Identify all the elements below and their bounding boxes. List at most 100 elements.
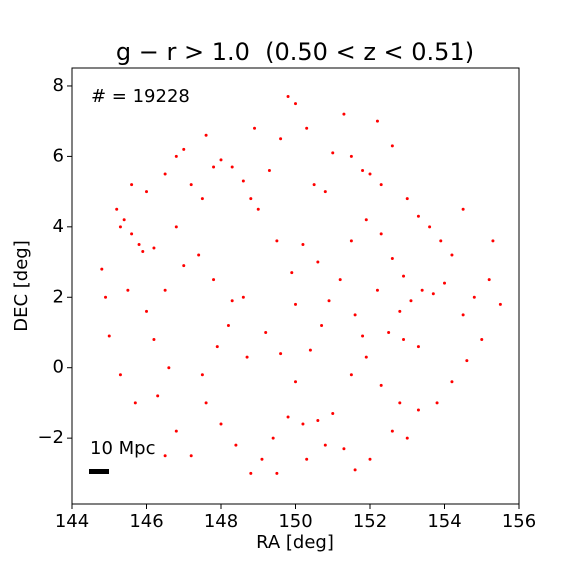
point: [353, 468, 357, 472]
point: [141, 249, 145, 253]
point: [387, 330, 391, 334]
x-tick-label: 148: [204, 511, 238, 532]
y-tick-label: 6: [53, 145, 64, 166]
point: [174, 429, 178, 433]
point: [390, 144, 394, 148]
point: [342, 112, 346, 116]
point: [368, 172, 372, 176]
point: [461, 313, 465, 317]
point: [118, 373, 122, 377]
point: [212, 278, 216, 282]
y-tick-label: 4: [53, 216, 64, 237]
point: [145, 309, 148, 313]
point: [182, 147, 186, 151]
point: [316, 260, 320, 264]
point: [152, 246, 156, 250]
point: [241, 295, 245, 299]
point: [100, 267, 104, 271]
point: [327, 299, 331, 303]
point: [379, 383, 383, 387]
point: [174, 154, 178, 158]
point: [152, 338, 156, 342]
point: [249, 197, 253, 201]
point: [349, 239, 353, 243]
point: [126, 288, 130, 292]
point: [163, 172, 167, 176]
point: [197, 253, 201, 257]
point: [305, 457, 309, 461]
point: [107, 334, 111, 338]
x-tick-label: 144: [55, 511, 89, 532]
point: [241, 179, 245, 183]
point: [286, 95, 290, 99]
point: [353, 313, 357, 317]
x-tick-label: 156: [502, 511, 536, 532]
point: [219, 422, 223, 426]
point: [435, 401, 439, 405]
point: [364, 218, 368, 222]
point: [174, 225, 178, 229]
point: [301, 422, 305, 426]
point: [361, 168, 365, 172]
point: [305, 126, 309, 130]
point: [130, 232, 134, 236]
point: [275, 239, 279, 243]
point: [308, 348, 312, 352]
point: [279, 352, 283, 356]
point: [275, 471, 279, 475]
point: [461, 207, 465, 211]
point: [226, 323, 230, 327]
point: [402, 274, 406, 278]
point: [200, 373, 204, 377]
point: [416, 214, 420, 218]
plot-area: [100, 95, 502, 475]
point: [294, 102, 297, 106]
point: [402, 338, 406, 342]
x-tick-label: 146: [129, 511, 163, 532]
point: [163, 288, 167, 292]
point: [245, 355, 249, 359]
point: [316, 419, 320, 423]
point: [301, 242, 305, 246]
point: [145, 190, 148, 194]
point: [375, 288, 379, 292]
point: [409, 299, 413, 303]
point: [450, 253, 454, 257]
y-tick-label: 8: [53, 75, 64, 96]
point: [122, 218, 126, 222]
point: [294, 302, 297, 306]
point: [398, 401, 402, 405]
point: [130, 183, 134, 187]
point: [390, 429, 394, 433]
point: [212, 165, 216, 169]
point: [487, 278, 491, 282]
point: [312, 183, 316, 187]
point: [156, 394, 160, 398]
point: [416, 408, 420, 412]
point: [290, 271, 294, 275]
point: [443, 281, 446, 285]
x-tick-label: 152: [353, 511, 387, 532]
point: [320, 323, 324, 327]
point: [133, 401, 137, 405]
point: [465, 359, 469, 363]
point: [200, 197, 204, 201]
y-tick-label: 0: [53, 357, 64, 378]
point: [398, 309, 402, 313]
point: [416, 345, 420, 349]
point: [163, 454, 167, 458]
point: [230, 299, 234, 303]
point: [331, 151, 335, 155]
count-annotation: # = 19228: [91, 86, 190, 107]
point: [491, 239, 495, 243]
point: [104, 295, 108, 299]
point: [204, 133, 208, 137]
point: [405, 436, 409, 440]
point: [118, 225, 122, 229]
point: [349, 154, 353, 158]
point: [480, 338, 484, 342]
point: [390, 257, 394, 261]
point: [189, 454, 193, 458]
